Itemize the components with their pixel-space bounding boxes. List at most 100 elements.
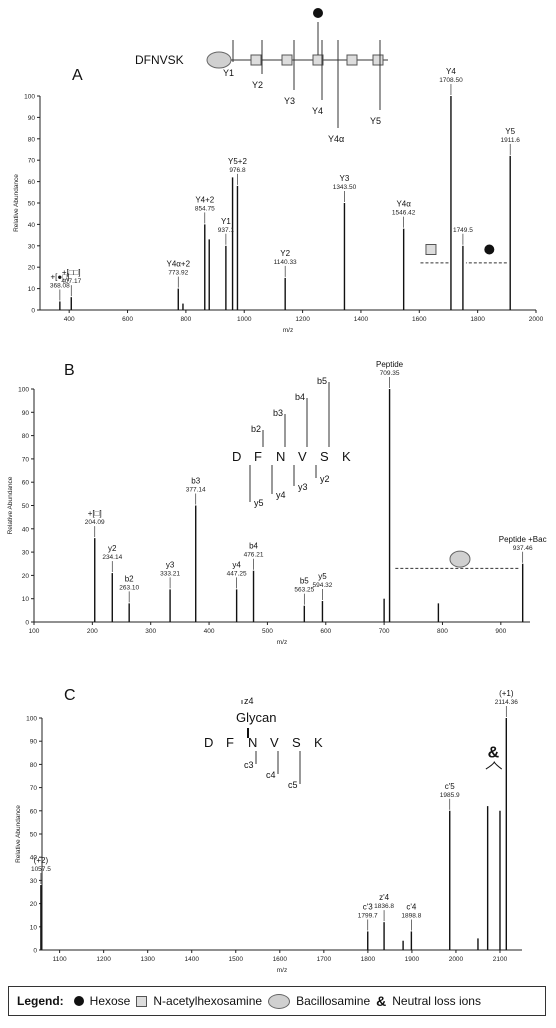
peak-mz-label: 263.10 <box>119 584 139 591</box>
peak-label: Peptide +Bac <box>499 535 547 544</box>
peak-mz-label: 709.35 <box>380 370 400 377</box>
sequence-residue: N <box>276 449 285 464</box>
neutral-loss-brace <box>485 760 503 770</box>
peak-mz-label: 1911.6 <box>501 137 521 144</box>
peak-mz-label: 1343.50 <box>333 184 357 191</box>
y-tick-label: 40 <box>30 855 38 862</box>
y-tick-label: 30 <box>30 878 38 885</box>
y-tick-label: 0 <box>25 620 29 627</box>
sequence-residue: N <box>248 735 257 750</box>
bacillosamine-icon <box>206 51 232 69</box>
peak-mz-label: 1799.7 <box>358 912 378 919</box>
y-tick-label: 50 <box>22 503 30 510</box>
hexose-icon <box>484 244 495 255</box>
bacillosamine-icon <box>268 993 291 1009</box>
x-tick-label: 1300 <box>140 956 155 963</box>
legend-bacillosamine-label: Bacillosamine <box>296 994 371 1008</box>
x-tick-label: 400 <box>204 628 215 635</box>
peak-label: Y2 <box>280 249 290 258</box>
peak-mz-label: 476.21 <box>244 552 264 559</box>
peak-label: Y5 <box>505 127 515 136</box>
y-tick-label: 70 <box>22 456 30 463</box>
x-axis-title: m/z <box>277 967 287 974</box>
peak-mz-label: 368.08 <box>50 282 70 289</box>
y-axis-title: Relative Abundance <box>15 805 22 863</box>
peak-label: +[□□] <box>62 268 81 277</box>
peak-label: b4 <box>249 542 258 551</box>
b-ion-label: b2 <box>251 424 261 434</box>
b-ion-label: b5 <box>317 376 327 386</box>
x-tick-label: 1000 <box>237 316 252 323</box>
y-axis-title: Relative Abundance <box>13 174 20 232</box>
peak-label: y5 <box>318 572 327 581</box>
y-tick-label: 20 <box>28 265 36 272</box>
sequence-residue: V <box>298 449 307 464</box>
sequence-residue: F <box>254 449 262 464</box>
sequence-residue: S <box>320 449 329 464</box>
sequence-residue: D <box>204 735 213 750</box>
x-tick-label: 600 <box>122 316 133 323</box>
peak-mz-label: 976.8 <box>229 167 246 174</box>
peak-mz-label: 1057.5 <box>31 866 51 873</box>
b-ion-label: b3 <box>273 408 283 418</box>
y-tick-label: 80 <box>22 433 30 440</box>
legend-hexnac-label: N-acetylhexosamine <box>153 994 263 1008</box>
c-ion-label: c4 <box>266 770 276 780</box>
y-tick-label: 70 <box>30 785 38 792</box>
peak-mz-label: 1546.42 <box>392 210 416 217</box>
peak-label: y2 <box>108 544 117 553</box>
x-tick-label: 400 <box>64 316 75 323</box>
y-tick-label: 30 <box>22 550 30 557</box>
peak-mz-label: 1985.9 <box>440 792 460 799</box>
peak-mz-label: 937.46 <box>513 545 533 552</box>
x-tick-label: 1900 <box>405 956 420 963</box>
x-tick-label: 800 <box>180 316 191 323</box>
fragment-label: Y4 <box>312 106 323 116</box>
legend-neutral-loss-label: Neutral loss ions <box>392 994 481 1008</box>
peak-label: b3 <box>191 477 200 486</box>
x-tick-label: 500 <box>262 628 273 635</box>
y-tick-label: 50 <box>28 201 36 208</box>
x-tick-label: 1600 <box>412 316 427 323</box>
x-tick-label: 300 <box>145 628 156 635</box>
glycan-label: Glycan <box>236 710 276 725</box>
y-tick-label: 0 <box>33 948 37 955</box>
peak-label: b5 <box>300 577 309 586</box>
panel-label: B <box>64 362 75 379</box>
peak-mz-label: 773.92 <box>168 270 188 277</box>
peak-label: (+2) <box>34 856 49 865</box>
x-tick-label: 600 <box>320 628 331 635</box>
peak-mz-label: 407.17 <box>61 278 81 285</box>
panel-label: A <box>72 67 83 84</box>
fragment-label: Y1 <box>223 68 234 78</box>
peak-label: c'3 <box>363 902 374 911</box>
legend-title: Legend: <box>17 994 64 1008</box>
peak-mz-label: 1749.5 <box>453 227 473 234</box>
neutral-loss-icon: & <box>376 993 387 1009</box>
y-tick-label: 100 <box>26 716 37 723</box>
sequence-residue: K <box>314 735 323 750</box>
hexose-icon <box>73 996 84 1006</box>
peak-label: Y1 <box>221 217 231 226</box>
panel-a: 0 10 20 30 40 50 60 70 80 90 100 400 600 800 1000 1200 1… <box>13 8 544 334</box>
y-tick-label: 60 <box>22 480 30 487</box>
peak-label: c'5 <box>445 782 456 791</box>
peak-label: b2 <box>125 574 134 583</box>
peak-mz-label: 854.75 <box>195 205 215 212</box>
fragment-label: Y3 <box>284 96 295 106</box>
peak-label: y4 <box>232 560 241 569</box>
peak-label: c'4 <box>406 902 417 911</box>
z-ion-label: z4 <box>244 696 254 706</box>
y-tick-label: 40 <box>28 222 36 229</box>
peak-label: (+1) <box>499 689 514 698</box>
y-tick-label: 100 <box>24 94 35 101</box>
x-tick-label: 800 <box>437 628 448 635</box>
panel-b: 0 10 20 30 40 50 60 70 80 90 100 100 200 300 400 500 600… <box>7 360 547 646</box>
y-tick-label: 30 <box>28 243 36 250</box>
x-axis-title: m/z <box>277 639 287 646</box>
peak-label: y3 <box>166 560 175 569</box>
x-tick-label: 2000 <box>529 316 544 323</box>
peak-mz-label: 1898.8 <box>401 912 421 919</box>
x-tick-label: 1400 <box>184 956 199 963</box>
y-tick-label: 80 <box>28 136 36 143</box>
